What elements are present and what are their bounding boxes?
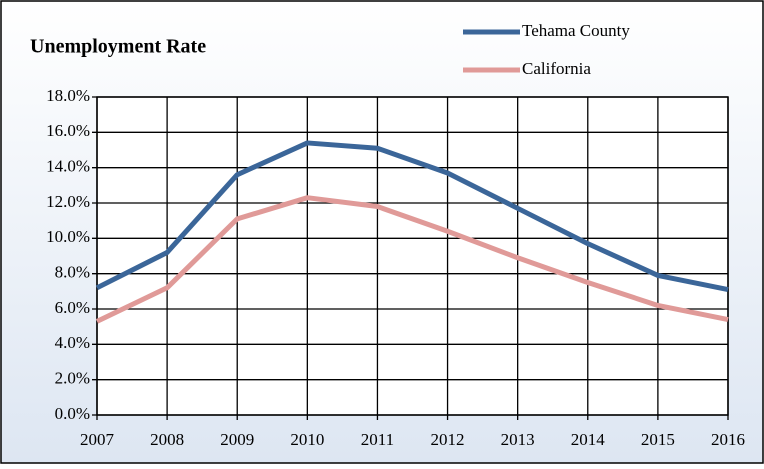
y-tick-label: 18.0% (46, 86, 90, 105)
plot-area (96, 96, 729, 416)
x-tick-label: 2007 (80, 430, 115, 449)
y-tick-label: 12.0% (46, 192, 90, 211)
x-tick-label: 2008 (150, 430, 184, 449)
y-tick-label: 16.0% (46, 121, 90, 140)
y-tick-label: 2.0% (55, 369, 90, 388)
series-line (95, 195, 729, 324)
y-tick-label: 14.0% (46, 157, 90, 176)
x-tick-label: 2015 (641, 430, 675, 449)
y-tick-label: 4.0% (55, 333, 90, 352)
y-tick-label: 0.0% (55, 404, 90, 423)
x-tick-label: 2010 (290, 430, 324, 449)
x-tick-label: 2014 (571, 430, 606, 449)
x-tick-label: 2016 (711, 430, 745, 449)
x-tick-label: 2009 (220, 430, 254, 449)
chart-title: Unemployment Rate (30, 36, 206, 58)
y-tick-label: 8.0% (55, 263, 90, 282)
x-tick-label: 2013 (501, 430, 535, 449)
legend-label: California (522, 59, 591, 78)
y-tick-label: 10.0% (46, 227, 90, 246)
legend-label: Tehama County (522, 21, 630, 40)
x-tick-label: 2012 (431, 430, 465, 449)
y-tick-label: 6.0% (55, 298, 90, 317)
series-line (95, 140, 729, 293)
x-tick-label: 2011 (361, 430, 394, 449)
